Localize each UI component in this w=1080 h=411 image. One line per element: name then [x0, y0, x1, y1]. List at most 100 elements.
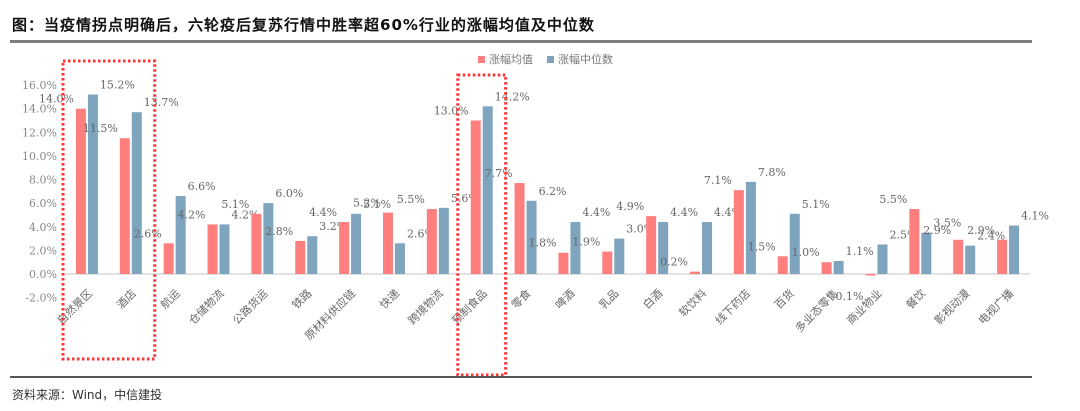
- data-label-mean: 4.9%: [616, 200, 644, 213]
- x-category-label: 快递: [377, 286, 402, 311]
- bar-mean: [558, 252, 569, 274]
- data-label-mean: 7.7%: [485, 167, 513, 180]
- data-label-mean: 1.9%: [572, 236, 600, 249]
- x-category-label: 公路货运: [229, 286, 270, 327]
- bar-median: [394, 243, 405, 274]
- bar-mean: [690, 271, 701, 274]
- data-label-mean: 1.0%: [792, 246, 820, 259]
- bar-mean: [514, 183, 525, 274]
- data-label-mean: 7.1%: [704, 174, 732, 187]
- data-label-mean: 1.5%: [748, 240, 776, 253]
- y-tick-label: 2.0%: [29, 244, 57, 257]
- bar-median: [833, 261, 844, 274]
- data-label-median: 6.6%: [188, 180, 216, 193]
- x-category-label: 乳品: [597, 287, 622, 312]
- legend-label-median: 涨幅中位数: [558, 53, 613, 66]
- legend-swatch-mean: [478, 55, 485, 63]
- legend-swatch-median: [547, 55, 554, 63]
- y-tick-label: 10.0%: [22, 150, 57, 163]
- data-label-median: 6.0%: [275, 187, 303, 200]
- bar-median: [789, 213, 800, 274]
- highlight-box: [456, 73, 508, 377]
- bar-mean: [339, 222, 350, 274]
- data-label-median: 13.7%: [144, 96, 179, 109]
- bar-median: [131, 112, 142, 274]
- x-category-label: 电视广播: [975, 286, 1016, 327]
- bar-mean: [75, 108, 86, 274]
- data-label-mean: -0.1%: [832, 290, 864, 303]
- x-category-label: 影视动漫: [931, 286, 972, 327]
- bar-median: [877, 244, 888, 274]
- data-label-mean: 2.8%: [265, 225, 293, 238]
- bar-median: [1009, 225, 1020, 274]
- bar-mean: [251, 213, 262, 274]
- bar-mean: [163, 243, 174, 274]
- x-category-label: 酒店: [113, 286, 138, 311]
- bar-mean: [207, 224, 218, 274]
- bar-mean: [997, 239, 1008, 274]
- y-tick-label: 0.0%: [29, 268, 57, 281]
- y-tick-label: 14.0%: [22, 103, 57, 116]
- data-label-mean: 2.9%: [967, 224, 995, 237]
- legend-item-mean: 涨幅均值: [478, 51, 533, 67]
- bar-median: [658, 222, 669, 274]
- x-category-label: 线下药店: [712, 286, 753, 327]
- bar-mean: [909, 209, 920, 274]
- data-label-median: 5.1%: [363, 198, 391, 211]
- bar-median: [351, 213, 362, 274]
- bar-median: [965, 245, 976, 274]
- bar-mean: [865, 274, 876, 276]
- legend-item-median: 涨幅中位数: [547, 51, 613, 67]
- bar-median: [570, 222, 581, 274]
- x-category-label: 百货: [771, 286, 796, 311]
- data-label-median: 3.5%: [933, 217, 961, 230]
- data-label-median: 4.4%: [670, 206, 698, 219]
- bar-median: [702, 222, 713, 274]
- bar-mean: [602, 251, 613, 274]
- bar-mean: [733, 190, 744, 274]
- bar-median: [526, 200, 537, 274]
- bar-median: [263, 203, 274, 274]
- bar-median: [745, 181, 756, 274]
- legend-label-mean: 涨幅均值: [489, 53, 533, 66]
- data-label-median: 4.1%: [1021, 210, 1049, 223]
- highlight-box: [61, 59, 157, 361]
- y-tick-label: 16.0%: [22, 79, 57, 92]
- footer-divider: [10, 376, 1032, 378]
- data-label-mean: 0.2%: [660, 256, 688, 269]
- bar-median: [175, 196, 186, 274]
- data-label-mean: 4.4%: [309, 206, 337, 219]
- data-label-median: 7.8%: [758, 166, 786, 179]
- bar-median: [87, 94, 98, 274]
- bar-mean: [295, 240, 306, 274]
- x-category-label: 铁路: [290, 287, 315, 312]
- x-category-label: 自然景区: [54, 286, 95, 327]
- bar-median: [921, 232, 932, 274]
- x-category-label: 白酒: [640, 286, 665, 311]
- data-label-median: 4.4%: [582, 206, 610, 219]
- bar-median: [438, 207, 449, 274]
- title-divider: [10, 40, 1032, 43]
- data-label-mean: 5.2%: [353, 197, 381, 210]
- data-label-median: 2.4%: [977, 230, 1005, 243]
- data-label-median: 6.2%: [539, 185, 567, 198]
- x-category-label: 跨境物流: [405, 286, 446, 327]
- bar-mean: [777, 256, 788, 274]
- bar-mean: [646, 216, 657, 274]
- x-category-label: 啤酒: [552, 286, 577, 311]
- chart-title: 图：当疫情拐点明确后，六轮疫后复苏行情中胜率超60%行业的涨幅均值及中位数: [12, 16, 595, 34]
- x-category-label: 餐饮: [903, 286, 928, 311]
- data-label-mean: 1.8%: [528, 237, 556, 250]
- data-label-mean: 5.5%: [879, 193, 907, 206]
- bar-mean: [470, 120, 481, 274]
- y-tick-label: 12.0%: [22, 126, 57, 139]
- data-label-mean: 13.0%: [434, 104, 469, 117]
- x-category-label: 仓储物流: [186, 286, 227, 327]
- bar-mean: [821, 262, 832, 274]
- bar-median: [614, 238, 625, 274]
- y-tick-label: 8.0%: [29, 174, 57, 187]
- y-tick-label: -2.0%: [25, 292, 57, 305]
- data-label-median: 1.1%: [846, 245, 874, 258]
- x-category-label: 零食: [508, 286, 533, 311]
- bar-median: [219, 224, 230, 274]
